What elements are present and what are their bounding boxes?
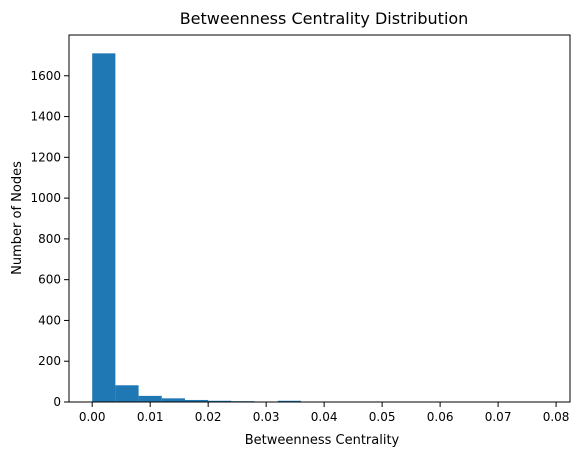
chart-title: Betweenness Centrality Distribution [180, 9, 469, 28]
x-tick-label: 0.01 [137, 410, 164, 424]
x-tick-label: 0.06 [427, 410, 454, 424]
y-axis-label: Number of Nodes [10, 161, 25, 275]
y-tick-label: 1400 [30, 110, 61, 124]
x-tick-label: 0.08 [543, 410, 570, 424]
histogram-bar [161, 398, 185, 402]
x-tick-label: 0.05 [369, 410, 396, 424]
y-tick-label: 200 [38, 354, 61, 368]
ticks-group: 0.00 0.01 0.02 0.03 0.04 0.05 0.06 0.07 0.08 0 200… [30, 69, 569, 424]
histogram-bar [138, 395, 162, 402]
x-axis-label: Betweenness Centrality [245, 433, 400, 448]
y-tick-label: 400 [38, 313, 61, 327]
y-tick-label: 1000 [30, 191, 61, 205]
y-tick-label: 800 [38, 232, 61, 246]
histogram-bar [277, 400, 301, 402]
x-tick-label: 0.02 [195, 410, 222, 424]
histogram-bar [208, 400, 232, 402]
y-tick-label: 1600 [30, 69, 61, 83]
x-tick-label: 0.04 [311, 410, 338, 424]
y-tick-label: 1200 [30, 150, 61, 164]
x-tick-label: 0.07 [485, 410, 512, 424]
histogram-bar [115, 385, 139, 402]
histogram-bar [92, 53, 116, 402]
y-tick-label: 600 [38, 273, 61, 287]
y-tick-label: 0 [53, 395, 61, 409]
x-tick-label: 0.03 [253, 410, 280, 424]
plot-frame [68, 34, 571, 403]
histogram-bar [184, 399, 209, 402]
x-tick-label: 0.00 [79, 410, 106, 424]
